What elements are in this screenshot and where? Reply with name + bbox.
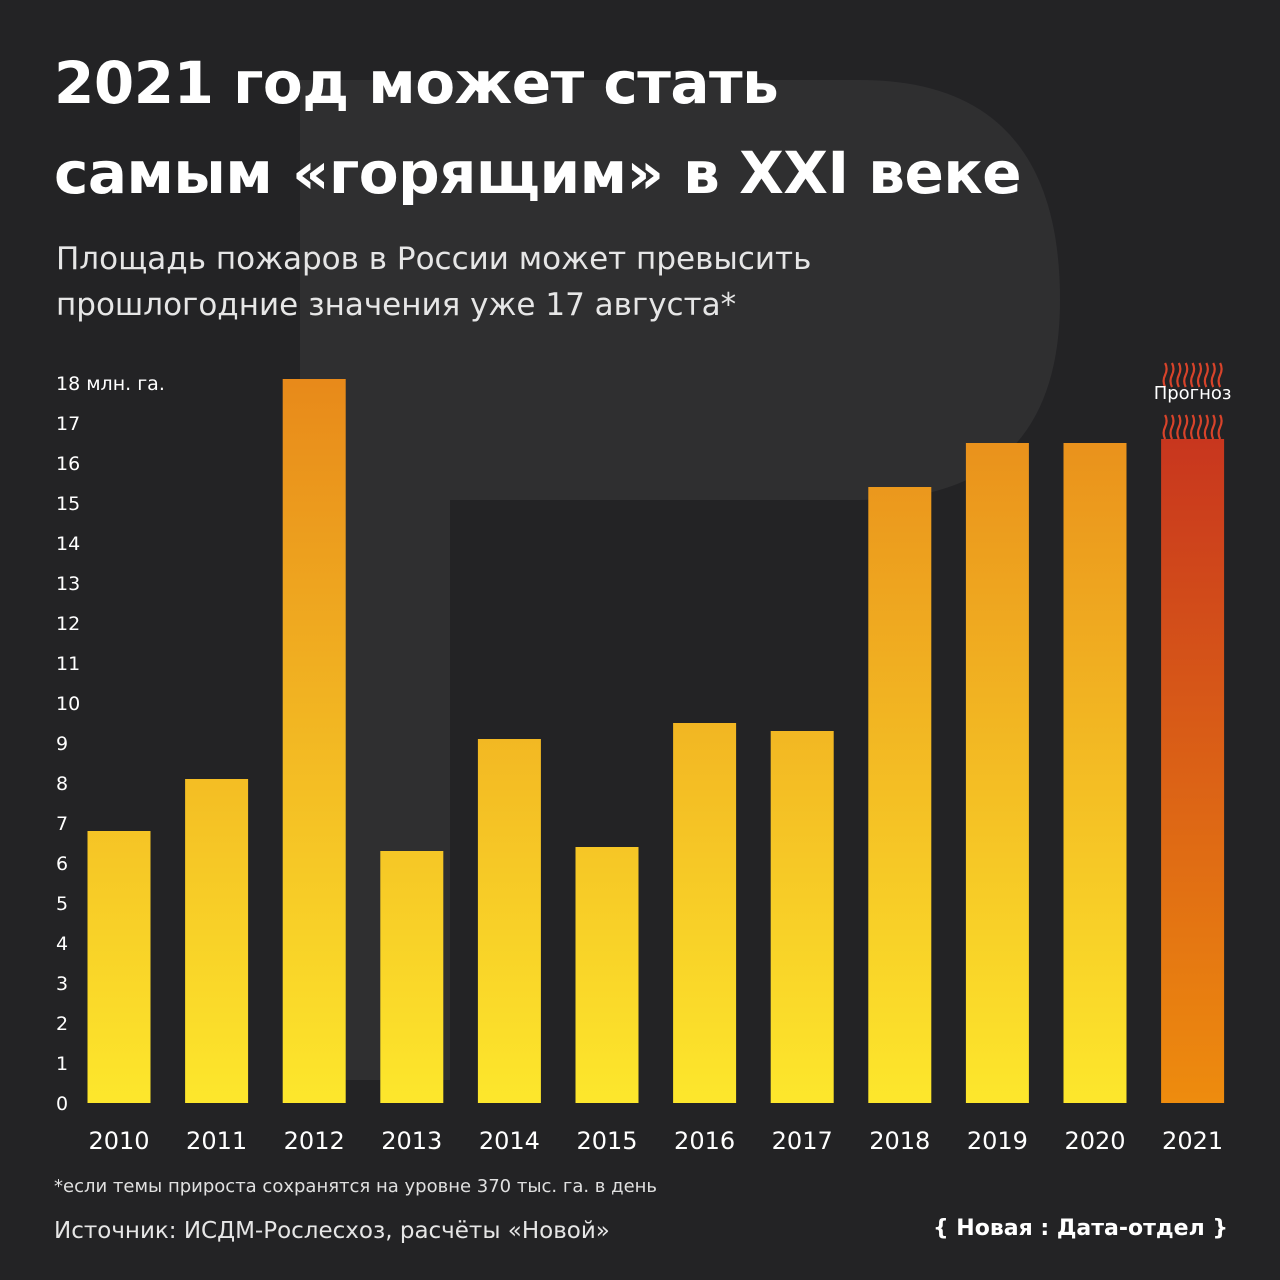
y-tick-label: 7 — [56, 813, 68, 835]
y-tick-label: 15 — [56, 493, 80, 515]
forecast-hatch-stroke — [1217, 414, 1223, 440]
bar-2011 — [185, 779, 249, 1103]
y-tick-label: 5 — [56, 893, 68, 915]
y-tick-label: 8 — [56, 773, 68, 795]
y-tick-label: 2 — [56, 1013, 68, 1035]
forecast-hatch-stroke — [1217, 362, 1223, 388]
x-tick-label: 2016 — [674, 1127, 735, 1155]
y-tick-label: 18 млн. га. — [56, 373, 165, 395]
bar-2019 — [965, 443, 1029, 1103]
forecast-hatch-stroke — [1196, 414, 1203, 440]
bar-2010 — [87, 831, 151, 1103]
x-tick-label: 2020 — [1064, 1127, 1125, 1155]
y-tick-label: 3 — [56, 973, 68, 995]
forecast-hatch-stroke — [1162, 362, 1168, 388]
forecast-range-hatch — [1162, 362, 1223, 440]
forecast-hatch-stroke — [1176, 414, 1182, 440]
y-tick-label: 14 — [56, 533, 80, 555]
forecast-hatch-stroke — [1196, 362, 1203, 388]
forecast-hatch-stroke — [1183, 414, 1189, 440]
x-tick-label: 2015 — [576, 1127, 637, 1155]
page-title: 2021 год может стать самым «горящим» в X… — [54, 38, 1234, 218]
y-tick-label: 9 — [56, 733, 68, 755]
forecast-hatch-stroke — [1203, 414, 1209, 440]
bar-2015 — [575, 847, 639, 1103]
forecast-hatch-stroke — [1210, 362, 1216, 388]
bar-2012 — [282, 379, 346, 1103]
bars-group: Прогноз — [87, 362, 1232, 1103]
y-tick-label: 10 — [56, 693, 80, 715]
forecast-hatch-stroke — [1190, 414, 1196, 440]
y-tick-label: 13 — [56, 573, 80, 595]
bar-2013 — [380, 851, 444, 1103]
x-tick-label: 2019 — [967, 1127, 1028, 1155]
forecast-hatch-stroke — [1210, 414, 1216, 440]
x-tick-label: 2013 — [381, 1127, 442, 1155]
forecast-hatch-stroke — [1162, 414, 1168, 440]
y-tick-label: 1 — [56, 1053, 68, 1075]
x-axis: 2010 2011 2012 2013 2014 2015 2016 2017 2018 2019… — [88, 1127, 1223, 1155]
y-tick-label: 12 — [56, 613, 80, 635]
title-line-2: самым «горящим» в XXI веке — [54, 139, 1022, 207]
forecast-bar-2021 — [1161, 439, 1225, 1103]
y-tick-label: 0 — [56, 1093, 68, 1115]
y-tick-label: 11 — [56, 653, 80, 675]
y-tick-label: 17 — [56, 413, 80, 435]
forecast-hatch-stroke — [1190, 362, 1196, 388]
forecast-label: Прогноз — [1154, 383, 1232, 404]
forecast-hatch-stroke — [1176, 362, 1182, 388]
footnote: *если темы прироста сохранятся на уровне… — [54, 1176, 658, 1197]
y-tick-label: 6 — [56, 853, 68, 875]
subtitle-line-1: Площадь пожаров в России может превысить — [56, 241, 812, 277]
brand-logo: { Новая : Дата-отдел } — [932, 1216, 1228, 1241]
x-tick-label: 2021 — [1162, 1127, 1223, 1155]
x-tick-label: 2018 — [869, 1127, 930, 1155]
subtitle-line-2: прошлогодние значения уже 17 августа* — [56, 287, 737, 323]
bar-2018 — [868, 487, 932, 1103]
x-tick-label: 2017 — [772, 1127, 833, 1155]
x-tick-label: 2014 — [479, 1127, 540, 1155]
bar-2017 — [770, 731, 834, 1103]
y-tick-label: 4 — [56, 933, 68, 955]
bar-2020 — [1063, 443, 1127, 1103]
x-tick-label: 2012 — [284, 1127, 345, 1155]
subtitle: Площадь пожаров в России может превысить… — [56, 236, 1206, 328]
forecast-hatch-stroke — [1203, 362, 1209, 388]
forecast-hatch-stroke — [1169, 362, 1175, 388]
y-tick-label: 16 — [56, 453, 80, 475]
title-line-1: 2021 год может стать — [54, 49, 779, 117]
x-tick-label: 2011 — [186, 1127, 247, 1155]
bar-2014 — [477, 739, 541, 1103]
bar-2016 — [673, 723, 737, 1103]
forecast-hatch-stroke — [1183, 362, 1189, 388]
source-credit: Источник: ИСДМ-Рослесхоз, расчёты «Новой… — [54, 1218, 610, 1244]
forecast-hatch-stroke — [1169, 414, 1175, 440]
x-tick-label: 2010 — [88, 1127, 149, 1155]
